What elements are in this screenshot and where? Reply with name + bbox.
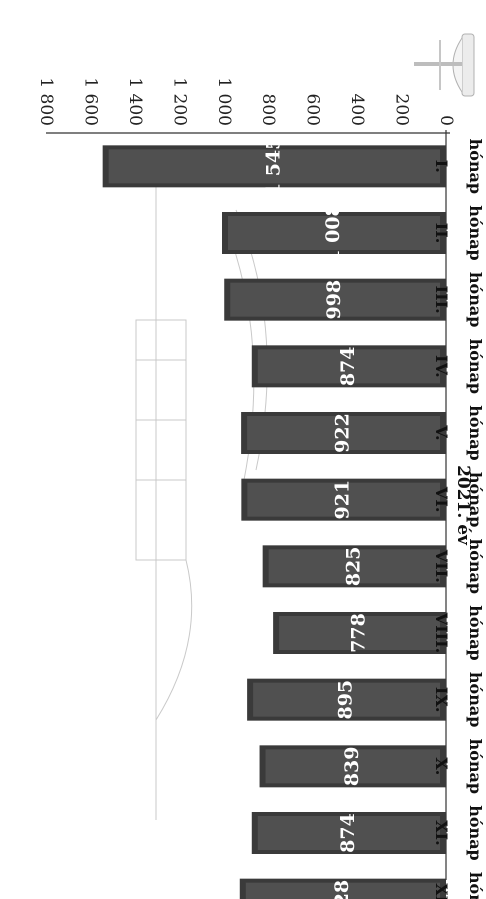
category-label-line: XI. [432,820,451,845]
category-label-line: XII. [432,883,451,899]
category-label-line: VII. [432,549,451,583]
category-label-line: IX. [432,687,451,712]
x-axis-title: 2021. év [453,465,473,546]
category-label: hónap IV. [432,339,485,395]
category-label-line: hónap [466,272,485,328]
bar-highlight [257,349,440,384]
category-label: hónap IX. [432,672,485,728]
y-tick-label: 400 [347,94,367,126]
category-label-line: hónap [466,205,485,261]
category-label-line: hónap [466,539,485,595]
category-label-line: X. [432,757,451,775]
bar-highlight [108,149,440,184]
bar-highlight [279,616,440,650]
category-label-line: hónap [466,339,485,395]
bar-value-label: 922 [332,413,354,453]
bar-value-label: 998 [323,280,345,320]
bar-highlight [230,282,440,317]
y-tick-label: 600 [303,94,323,126]
y-tick-label: 1 000 [214,77,234,126]
category-label: hónap III. [432,272,485,328]
bar-value-label: 1 008 [322,203,344,263]
y-tick-label: 800 [258,94,278,126]
bar-highlight [247,482,440,517]
category-label: hónap VI. [432,472,485,528]
category-label-line: II. [432,223,451,244]
category-label-line: I. [432,160,451,173]
bar-value-label: 1 545 [262,137,284,197]
category-label: hónap V. [432,405,485,461]
category-label-line: IV. [432,355,451,378]
bar-value-label: 921 [332,480,354,520]
category-label: hónap XI. [432,805,485,861]
bar-highlight [247,416,440,450]
category-label-line: VIII. [432,612,451,653]
bar-value-label: 839 [341,746,363,786]
category-label-line: hónap [466,872,485,899]
category-label: hónap VII. [432,539,485,595]
bar-highlight [268,549,440,584]
category-label: hónap I. [432,139,485,195]
bar-value-label: 928 [331,880,353,899]
category-label-line: hónap [466,672,485,728]
bar-value-label: 874 [337,346,359,386]
bar-highlight [228,216,440,250]
bar-highlight [265,749,440,784]
category-label-line: VI. [432,486,451,512]
category-label-line: hónap [466,405,485,461]
bar-highlight [245,882,440,899]
bar-value-label: 874 [337,813,359,853]
category-label-line: hónap [466,139,485,195]
bar-highlight [257,816,440,850]
y-tick-label: 1 200 [169,77,189,126]
category-label-line: hónap [466,805,485,861]
y-tick-label: 0 [436,115,456,126]
category-label: hónap II. [432,205,485,261]
category-label: hónap X. [432,739,485,795]
category-label: hónap VIII. [432,605,485,661]
bar-value-label: 825 [342,546,364,586]
category-label-line: V. [432,424,451,440]
y-tick-label: 1 400 [125,77,145,126]
bar-highlight [253,682,440,717]
y-tick-label: 1 800 [36,77,56,126]
category-label-line: hónap [466,739,485,795]
y-tick-label: 200 [392,94,412,126]
category-label-line: hónap [466,472,485,528]
category-label-line: hónap [466,605,485,661]
logo-emblem [414,33,475,97]
bar-value-label: 778 [348,613,370,653]
category-label-line: III. [432,286,451,314]
bar-value-label: 895 [335,680,357,720]
category-label: hónap XII. [432,872,485,899]
y-tick-label: 1 600 [80,77,100,126]
